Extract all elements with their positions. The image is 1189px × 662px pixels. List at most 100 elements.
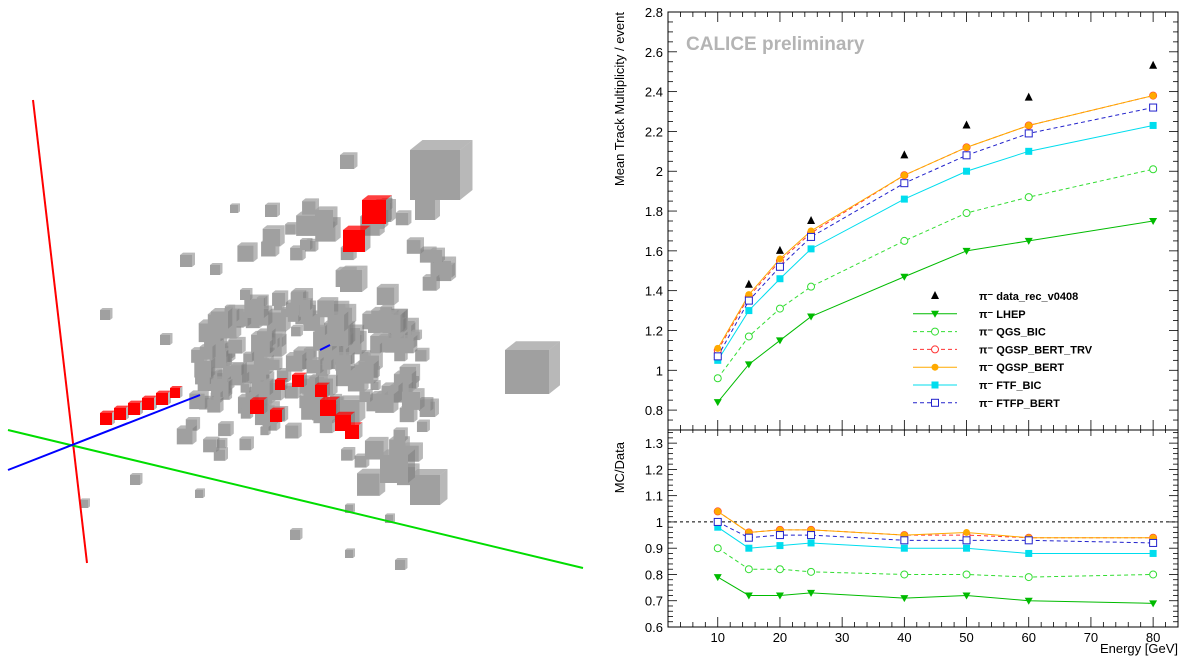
hit-cube-top [327,311,349,315]
hit-cube-face [218,423,231,437]
hit-cube-side [300,528,303,540]
hit-cube-side [225,447,229,461]
top-y-tick-label: 1.2 [645,323,663,338]
hit-cube [382,311,405,333]
data-point [775,531,784,540]
hit-cube-top [364,436,389,441]
data-point [962,151,971,160]
hit-cube-face [210,265,220,275]
hit-cube-side [398,382,403,403]
hit-cube-face [130,475,140,485]
ratio-y-tick-label: 0.6 [645,620,663,635]
data-point [807,567,816,576]
top-y-tick-label: 1.6 [645,244,663,259]
hit-cube-face [276,370,289,382]
hit-cube-side [393,390,399,413]
hit-cube-top [80,498,90,500]
hit-cube-top [285,222,299,225]
data-point [1149,218,1158,225]
legend-item: π⁻ FTFP_BERT [913,398,1060,410]
hit-cube-face [244,298,264,318]
data-point [807,282,816,291]
hit-cube-face [315,210,333,228]
hit-cube-top [415,347,430,351]
hit-cube-face [296,215,317,236]
hit-cube-top [345,503,355,505]
hit-cube-side [192,252,195,267]
hit-cube-top [315,374,338,379]
hit-cube [230,203,240,213]
hit-cube-top [243,351,255,354]
hit-cube [306,357,324,374]
hit-cube-face [382,314,401,333]
hit-cube-face [253,358,270,374]
hit-cube-face [250,400,264,414]
legend-marker [931,381,939,389]
hit-cube-top [290,290,307,293]
hit-cube-face [303,348,314,359]
hit-cube-side [304,372,307,387]
hit-cube-side [251,436,254,451]
data-point [713,399,722,407]
hit-cube-face [410,150,460,200]
hit-cube-face [340,155,354,169]
top-series [713,165,1158,383]
hit-cube [176,425,197,445]
data-point [744,361,753,369]
hit-cube [345,503,355,513]
hit-cube-top [250,397,268,400]
hit-cube [327,311,349,332]
data-point [807,531,816,540]
hit-cube [265,202,280,217]
hit-cube-side [302,352,307,372]
hit-cube-face [209,330,221,342]
ratio-y-tick-label: 1.2 [645,462,663,477]
hit-cube [207,396,224,413]
hit-cube [345,422,363,439]
hit-cube-top [114,405,129,408]
data-point [744,332,753,341]
hit-cube-top [340,152,358,155]
top-series [713,103,1158,361]
hit-cube-top [380,304,395,308]
hit-cube [341,446,356,461]
data-point [714,523,722,531]
hit-cube-face [268,359,280,371]
hit-cube [210,263,223,275]
data-point [807,589,816,597]
hit-cube-face [240,384,250,393]
data-point [744,533,753,542]
hit-cube-top [306,357,324,360]
hit-cube-side [427,419,430,433]
hit-cube [376,283,399,305]
hit-cube-top [410,469,448,475]
hit-cube-top [345,422,363,425]
hit-cube-top [176,425,197,429]
hit-cube-top [337,395,366,400]
hit-cube [237,242,258,262]
hit-cube [319,417,336,434]
hit-cube-face [322,360,332,370]
data-point [775,337,784,345]
hit-cube-side [228,378,233,397]
hit-cube-side [549,341,560,394]
hit-cube-top [341,446,356,450]
hit-cube-top [130,473,143,475]
axis-line-blue-far [319,344,331,351]
hit-cube-side [242,336,246,354]
legend: π⁻ data_rec_v0408 π⁻ LHEP π⁻ QGS_BIC π⁻ QGS… [913,291,1093,410]
hit-cube-top [292,372,307,375]
hit-cube-face [270,410,282,422]
hit-cube-face [300,240,310,250]
data-point [744,279,753,288]
hit-cube [398,334,418,354]
data-point [900,595,909,603]
hit-cube-top [401,388,425,392]
hit-cube [195,488,205,498]
hit-cube-face [194,360,212,378]
hit-cube-face [385,515,393,523]
axis-line-red [32,99,88,564]
series-line [717,547,1154,578]
data-point [713,574,722,582]
hit-cube [257,339,273,354]
